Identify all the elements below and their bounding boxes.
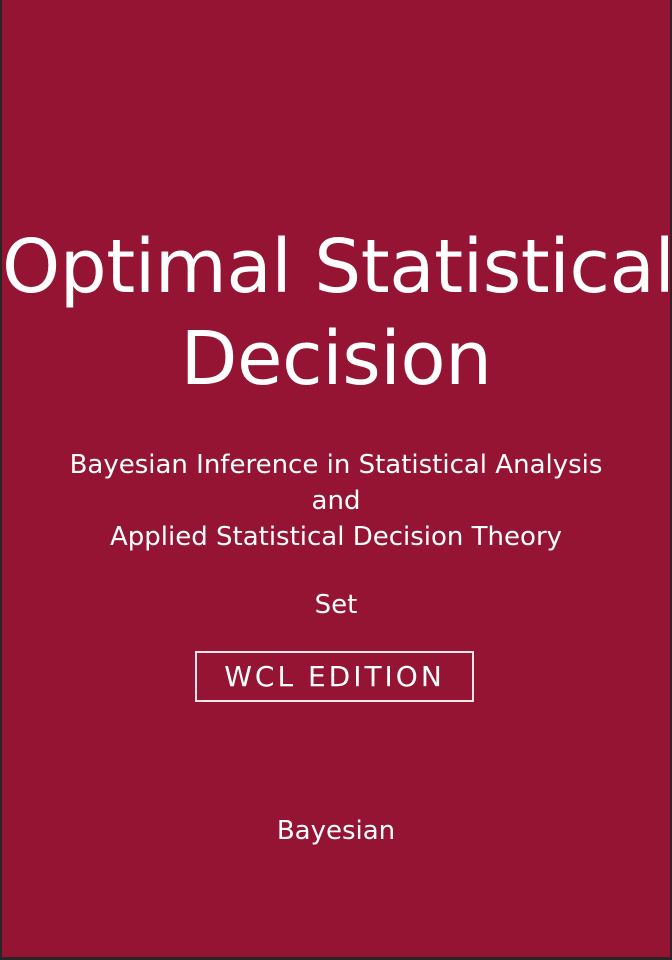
edition-badge: WCL EDITION — [195, 651, 474, 702]
title-line-2: Decision — [180, 316, 492, 402]
set-label: Set — [314, 590, 358, 620]
title-line-1: Optimal Statistical — [2, 224, 672, 310]
subtitle-line-2: and — [311, 486, 361, 516]
author: Bayesian — [276, 816, 396, 846]
subtitle-line-3: Applied Statistical Decision Theory — [109, 522, 563, 552]
subtitle-line-1: Bayesian Inference in Statistical Analys… — [69, 450, 603, 480]
